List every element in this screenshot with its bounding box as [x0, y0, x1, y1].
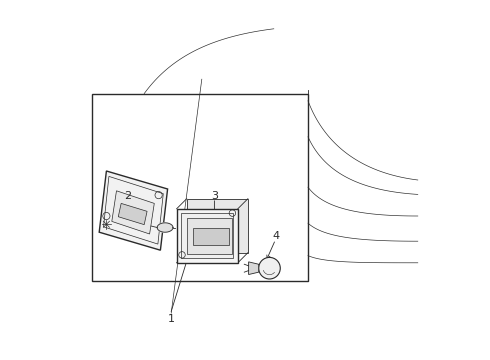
Circle shape [259, 257, 280, 279]
Polygon shape [193, 228, 229, 245]
Polygon shape [112, 191, 154, 234]
Polygon shape [181, 213, 233, 258]
Polygon shape [99, 171, 168, 250]
Polygon shape [118, 203, 147, 225]
Text: 3: 3 [211, 191, 218, 201]
Polygon shape [157, 223, 173, 232]
Polygon shape [103, 176, 163, 244]
Polygon shape [248, 262, 259, 275]
Bar [92, 94, 308, 281]
Polygon shape [187, 199, 248, 253]
Text: 2: 2 [124, 191, 131, 201]
Polygon shape [176, 209, 238, 263]
Text: 4: 4 [272, 231, 279, 241]
Text: 1: 1 [168, 314, 175, 324]
Polygon shape [187, 218, 232, 254]
